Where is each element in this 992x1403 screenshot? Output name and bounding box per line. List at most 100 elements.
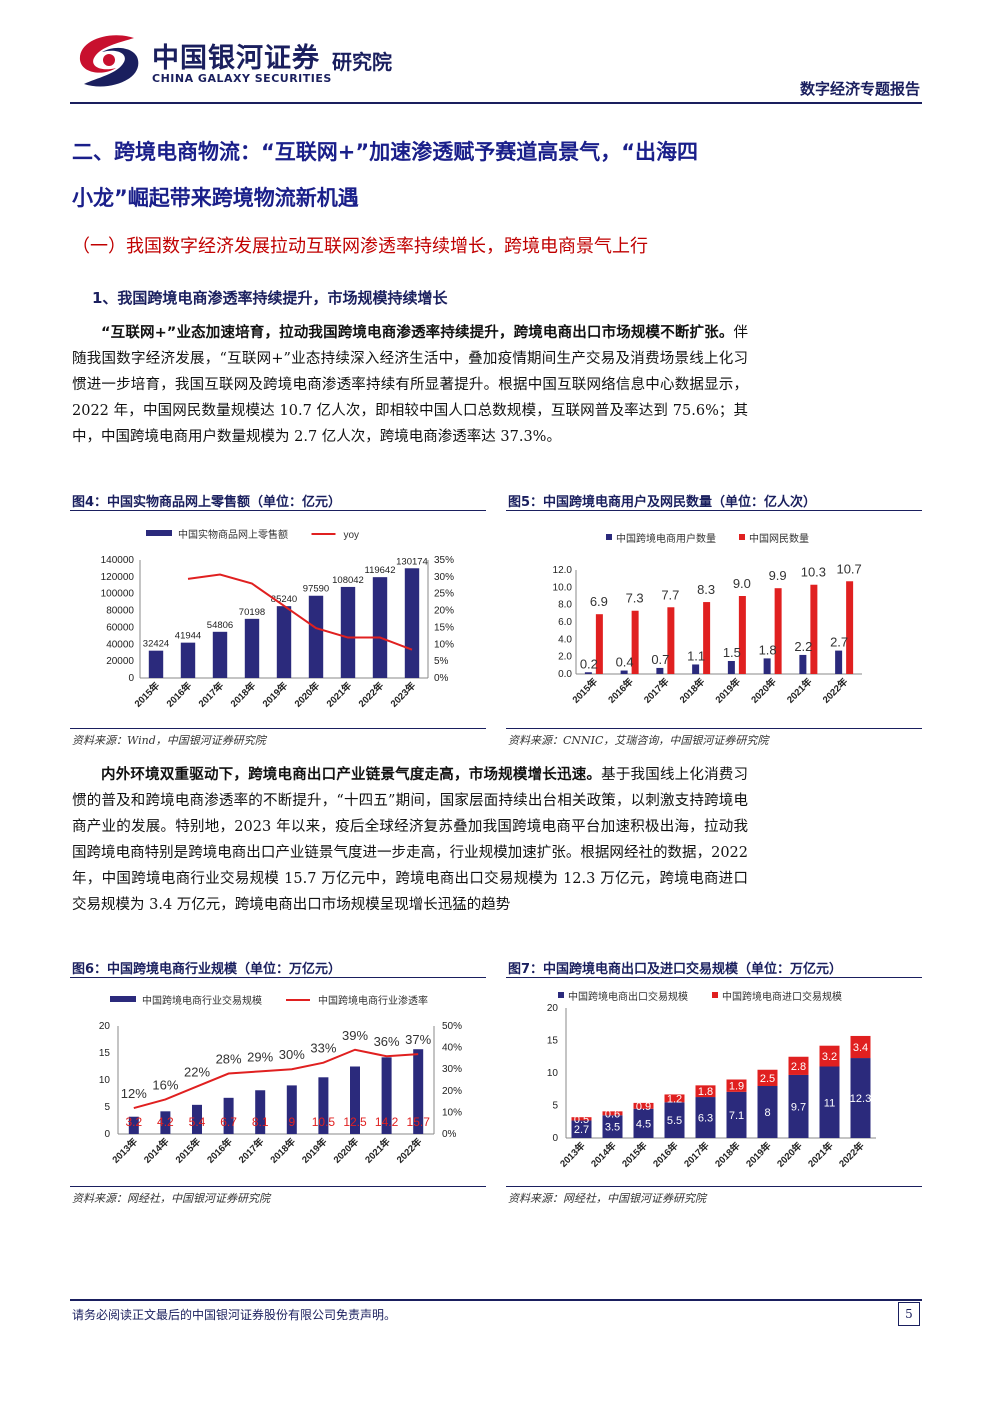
fig5-user-bar-7 (835, 650, 843, 674)
fig4-x-tick-8: 2023年 (388, 679, 419, 710)
fig5-x-tick-4: 2019年 (713, 675, 744, 706)
fig4-legend-label-0: 中国实物商品网上零售额 (178, 528, 288, 541)
fig6-y-right-tick-0: 0% (442, 1129, 457, 1140)
fig5-legend-swatch-0 (606, 534, 612, 540)
fig7-x-tick-2: 2015年 (619, 1139, 650, 1170)
fig7-export-bar-4 (695, 1097, 716, 1138)
fig6-bar-label-5: 9 (288, 1115, 295, 1129)
fig7-export-label-1: 3.5 (605, 1122, 620, 1134)
fig7-import-bar-8 (819, 1045, 840, 1067)
fig6-x-tick-9: 2022年 (394, 1135, 425, 1166)
fig5-netizen-label-6: 10.3 (801, 565, 826, 580)
fig4-bar-4 (276, 606, 292, 678)
fig5-netizen-bar-2 (667, 607, 675, 674)
fig7-export-label-4: 6.3 (698, 1113, 713, 1125)
fig4-y-right-tick-5: 25% (434, 589, 454, 600)
fig6-bar-label-6: 10.5 (312, 1115, 336, 1129)
fig6-bar-4 (255, 1090, 266, 1134)
fig6-bar-1 (160, 1111, 171, 1134)
fig5-user-label-0: 0.2 (580, 656, 598, 671)
fig7-legend-label-0: 中国跨境电商出口交易规模 (568, 990, 688, 1003)
fig7-title: 图7：中国跨境电商出口及进口交易规模（单位：万亿元） (508, 962, 843, 977)
fig4-y-right-tick-7: 35% (434, 555, 454, 566)
fig5-netizen-bar-7 (846, 581, 854, 674)
fig6-line-label-6: 33% (310, 1041, 336, 1056)
fig6-y-right-tick-3: 30% (442, 1064, 462, 1075)
fig4-x-tick-0: 2015年 (132, 679, 163, 710)
fig7-y-tick-4: 20 (547, 1003, 559, 1014)
fig4-bar-label-5: 97590 (303, 584, 329, 595)
fig6-x-tick-2: 2015年 (173, 1135, 204, 1166)
fig7-export-bar-0 (571, 1120, 592, 1138)
fig5-x-tick-0: 2015年 (570, 675, 601, 706)
report-type: 数字经济专题报告 (799, 80, 920, 98)
fig6-bar-label-3: 6.7 (220, 1115, 237, 1129)
fig6-bar-6 (318, 1077, 329, 1134)
fig6-line-label-3: 28% (216, 1052, 242, 1067)
fig7-export-bar-8 (819, 1066, 840, 1138)
paragraph-1-body: 伴随我国数字经济发展，“互联网+”业态持续深入经济生活中，叠加疫情期间生产交易及… (72, 325, 748, 445)
fig5-user-bar-5 (763, 658, 771, 674)
section-heading-line1: 二、跨境电商物流：“互联网+”加速渗透赋予赛道高景气，“出海四 (72, 140, 698, 164)
fig7-import-label-9: 3.4 (853, 1042, 868, 1054)
fig5-user-bar-0 (584, 672, 592, 674)
paragraph-1: “互联网+”业态加速培育，拉动我国跨境电商渗透率持续提升，跨境电商出口市场规模不… (72, 320, 748, 450)
fig5-user-label-5: 1.8 (759, 642, 777, 657)
fig6-bar-3 (223, 1097, 234, 1134)
fig6-bar-0 (128, 1116, 139, 1134)
paragraph-1-lead: “互联网+”业态加速培育，拉动我国跨境电商渗透率持续提升，跨境电商出口市场规模不… (101, 325, 734, 341)
fig7-export-label-9: 12.3 (850, 1093, 871, 1105)
fig7-import-bar-0 (571, 1117, 592, 1121)
fig4-x-tick-5: 2020年 (292, 679, 323, 710)
paragraph-2: 内外环境双重驱动下，跨境电商出口产业链景气度走高，市场规模增长迅速。基于我国线上… (72, 762, 748, 918)
fig4-bar-label-1: 41944 (175, 631, 201, 642)
fig6-rule-bottom (70, 1186, 486, 1187)
fig7-x-tick-5: 2018年 (712, 1139, 743, 1170)
subsubsection-heading: 1、我国跨境电商渗透率持续提升，市场规模持续增长 (92, 289, 448, 307)
fig6-x-tick-3: 2016年 (205, 1135, 236, 1166)
fig6-bar-5 (286, 1085, 297, 1134)
fig6-penetration-line (133, 1048, 419, 1110)
fig5-user-label-7: 2.7 (830, 635, 848, 650)
fig5-netizen-bar-4 (738, 596, 746, 674)
fig6-line-label-5: 30% (279, 1047, 305, 1062)
footer-disclaimer: 请务必阅读正文最后的中国银河证券股份有限公司免责声明。 (72, 1308, 397, 1322)
fig4-y-right-tick-0: 0% (434, 673, 449, 684)
fig5-user-label-3: 1.1 (687, 648, 705, 663)
fig6-line-label-8: 36% (374, 1034, 400, 1049)
fig6-y-left-tick-0: 0 (104, 1129, 110, 1140)
fig7-export-label-7: 9.7 (791, 1101, 806, 1113)
fig7-export-bar-5 (726, 1091, 747, 1138)
fig6-x-tick-4: 2017年 (236, 1135, 267, 1166)
fig4-y-right-tick-2: 10% (434, 639, 454, 650)
fig4-y-right-tick-3: 15% (434, 622, 454, 633)
fig6-y-right-tick-4: 40% (442, 1043, 462, 1054)
fig7-x-tick-6: 2019年 (743, 1139, 774, 1170)
fig4-yoy-line (187, 573, 413, 651)
fig4-y-left-tick-4: 80000 (106, 606, 134, 617)
fig4-bar-8 (404, 568, 420, 678)
fig5-netizen-label-7: 10.7 (836, 561, 861, 576)
fig4-rule (70, 510, 486, 511)
fig5-user-label-2: 0.7 (651, 652, 669, 667)
fig5-netizen-bar-1 (631, 610, 639, 674)
fig6-title: 图6：中国跨境电商行业规模（单位：万亿元） (72, 962, 342, 977)
fig5-source: 资料来源：CNNIC，艾瑞咨询，中国银河证券研究院 (508, 734, 769, 747)
fig6-line-label-1: 16% (152, 1077, 178, 1092)
section-heading-line2: 小龙”崛起带来跨境物流新机遇 (72, 186, 359, 210)
fig7-export-bar-6 (757, 1086, 778, 1138)
fig6-y-right-tick-5: 50% (442, 1021, 462, 1032)
fig6-y-left-tick-2: 10 (99, 1075, 111, 1086)
subsection-heading: （一）我国数字经济发展拉动互联网渗透率持续增长，跨境电商景气上行 (72, 236, 648, 257)
fig4-y-right-tick-6: 30% (434, 572, 454, 583)
fig4-bar-label-8: 130174 (396, 556, 428, 567)
fig7-export-label-6: 8 (764, 1107, 770, 1119)
fig6-y-left-tick-4: 20 (99, 1021, 111, 1032)
fig5-user-bar-2 (656, 667, 664, 674)
fig5-x-tick-3: 2018年 (677, 675, 708, 706)
fig7-y-tick-0: 0 (552, 1133, 558, 1144)
fig4-bar-7 (372, 577, 388, 678)
fig7-y-tick-2: 10 (547, 1068, 559, 1079)
fig5-y-tick-0: 0.0 (558, 669, 572, 680)
fig6-y-right-tick-1: 10% (442, 1107, 462, 1118)
